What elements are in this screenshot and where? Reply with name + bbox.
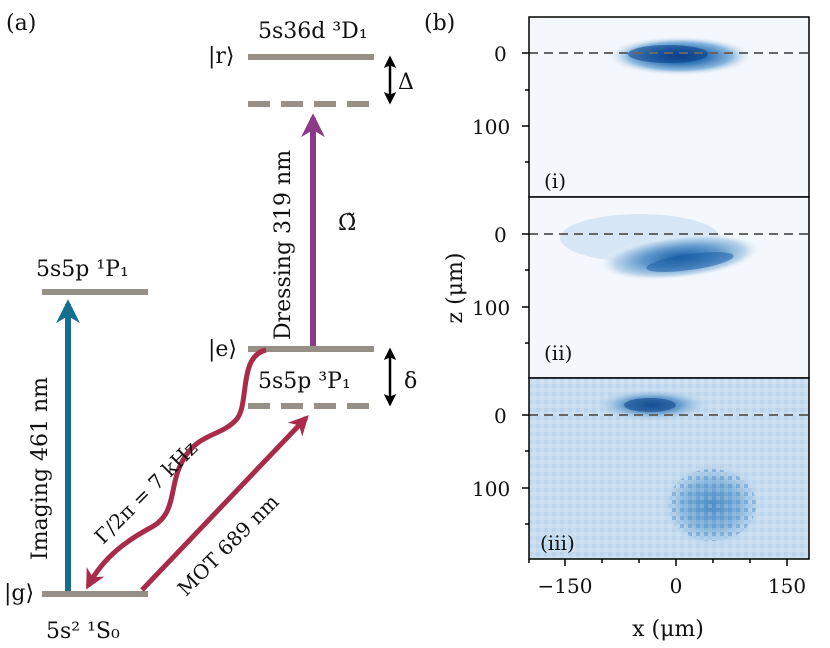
z-axis-ticks — [522, 52, 529, 525]
panel-b-tag: (b) — [424, 11, 455, 36]
atom-cloud-iii-bottom-grain — [668, 469, 756, 541]
rabi-label: Ω̃ — [338, 211, 356, 236]
subpanel-label-i: (i) — [544, 169, 566, 193]
state-g-name: 5s² ¹S₀ — [46, 619, 120, 644]
detuning-big-label: Δ — [398, 70, 414, 95]
ket-e: |e⟩ — [208, 337, 237, 362]
panel-a-tag: (a) — [6, 11, 36, 36]
z-axis-label: z (μm) — [443, 253, 468, 324]
dressing-label: Dressing 319 nm — [271, 150, 296, 340]
atom-cloud-ii-core — [646, 251, 734, 273]
x-tick-0: 0 — [670, 574, 683, 598]
ket-r: |r⟩ — [208, 44, 235, 69]
z-tick-0-ii: 0 — [494, 223, 507, 247]
image-panel-i: (i) — [528, 16, 810, 198]
atom-cloud-iii-top-core — [624, 398, 676, 412]
state-e-name: 5s5p ³P₁ — [258, 369, 351, 394]
x-tick-minus150: −150 — [538, 574, 593, 598]
image-panel-ii: (ii) — [528, 196, 810, 379]
imaging-label: Imaging 461 nm — [28, 377, 53, 560]
image-panel-iii: (iii) — [528, 377, 810, 560]
x-axis-ticks — [528, 559, 788, 566]
z-tick-100-ii: 100 — [472, 296, 510, 320]
panel-a: (a) |r⟩ 5s36d ³D₁ 5s5p ¹P₁ |e⟩ 5s5p ³P₁ … — [4, 11, 417, 644]
subpanel-label-ii: (ii) — [544, 341, 572, 365]
z-tick-0-i: 0 — [494, 42, 507, 66]
z-tick-100-i: 100 — [472, 115, 510, 139]
decay-arrow — [85, 347, 267, 590]
z-tick-0-iii: 0 — [494, 404, 507, 428]
state-r-name: 5s36d ³D₁ — [258, 19, 368, 44]
image-iii-frame — [528, 377, 810, 560]
z-tick-100-iii: 100 — [472, 477, 510, 501]
mot-arrow — [140, 415, 309, 592]
mot-label: MOT 689 nm — [173, 490, 284, 601]
state-1p1-name: 5s5p ¹P₁ — [36, 257, 129, 282]
panel-b: (b) (i) (ii) — [424, 11, 810, 642]
ket-g: |g⟩ — [4, 581, 34, 606]
detuning-small-label: δ — [404, 369, 417, 394]
subpanel-label-iii: (iii) — [540, 531, 575, 555]
x-axis-label: x (μm) — [632, 617, 704, 642]
x-tick-150: 150 — [768, 574, 806, 598]
